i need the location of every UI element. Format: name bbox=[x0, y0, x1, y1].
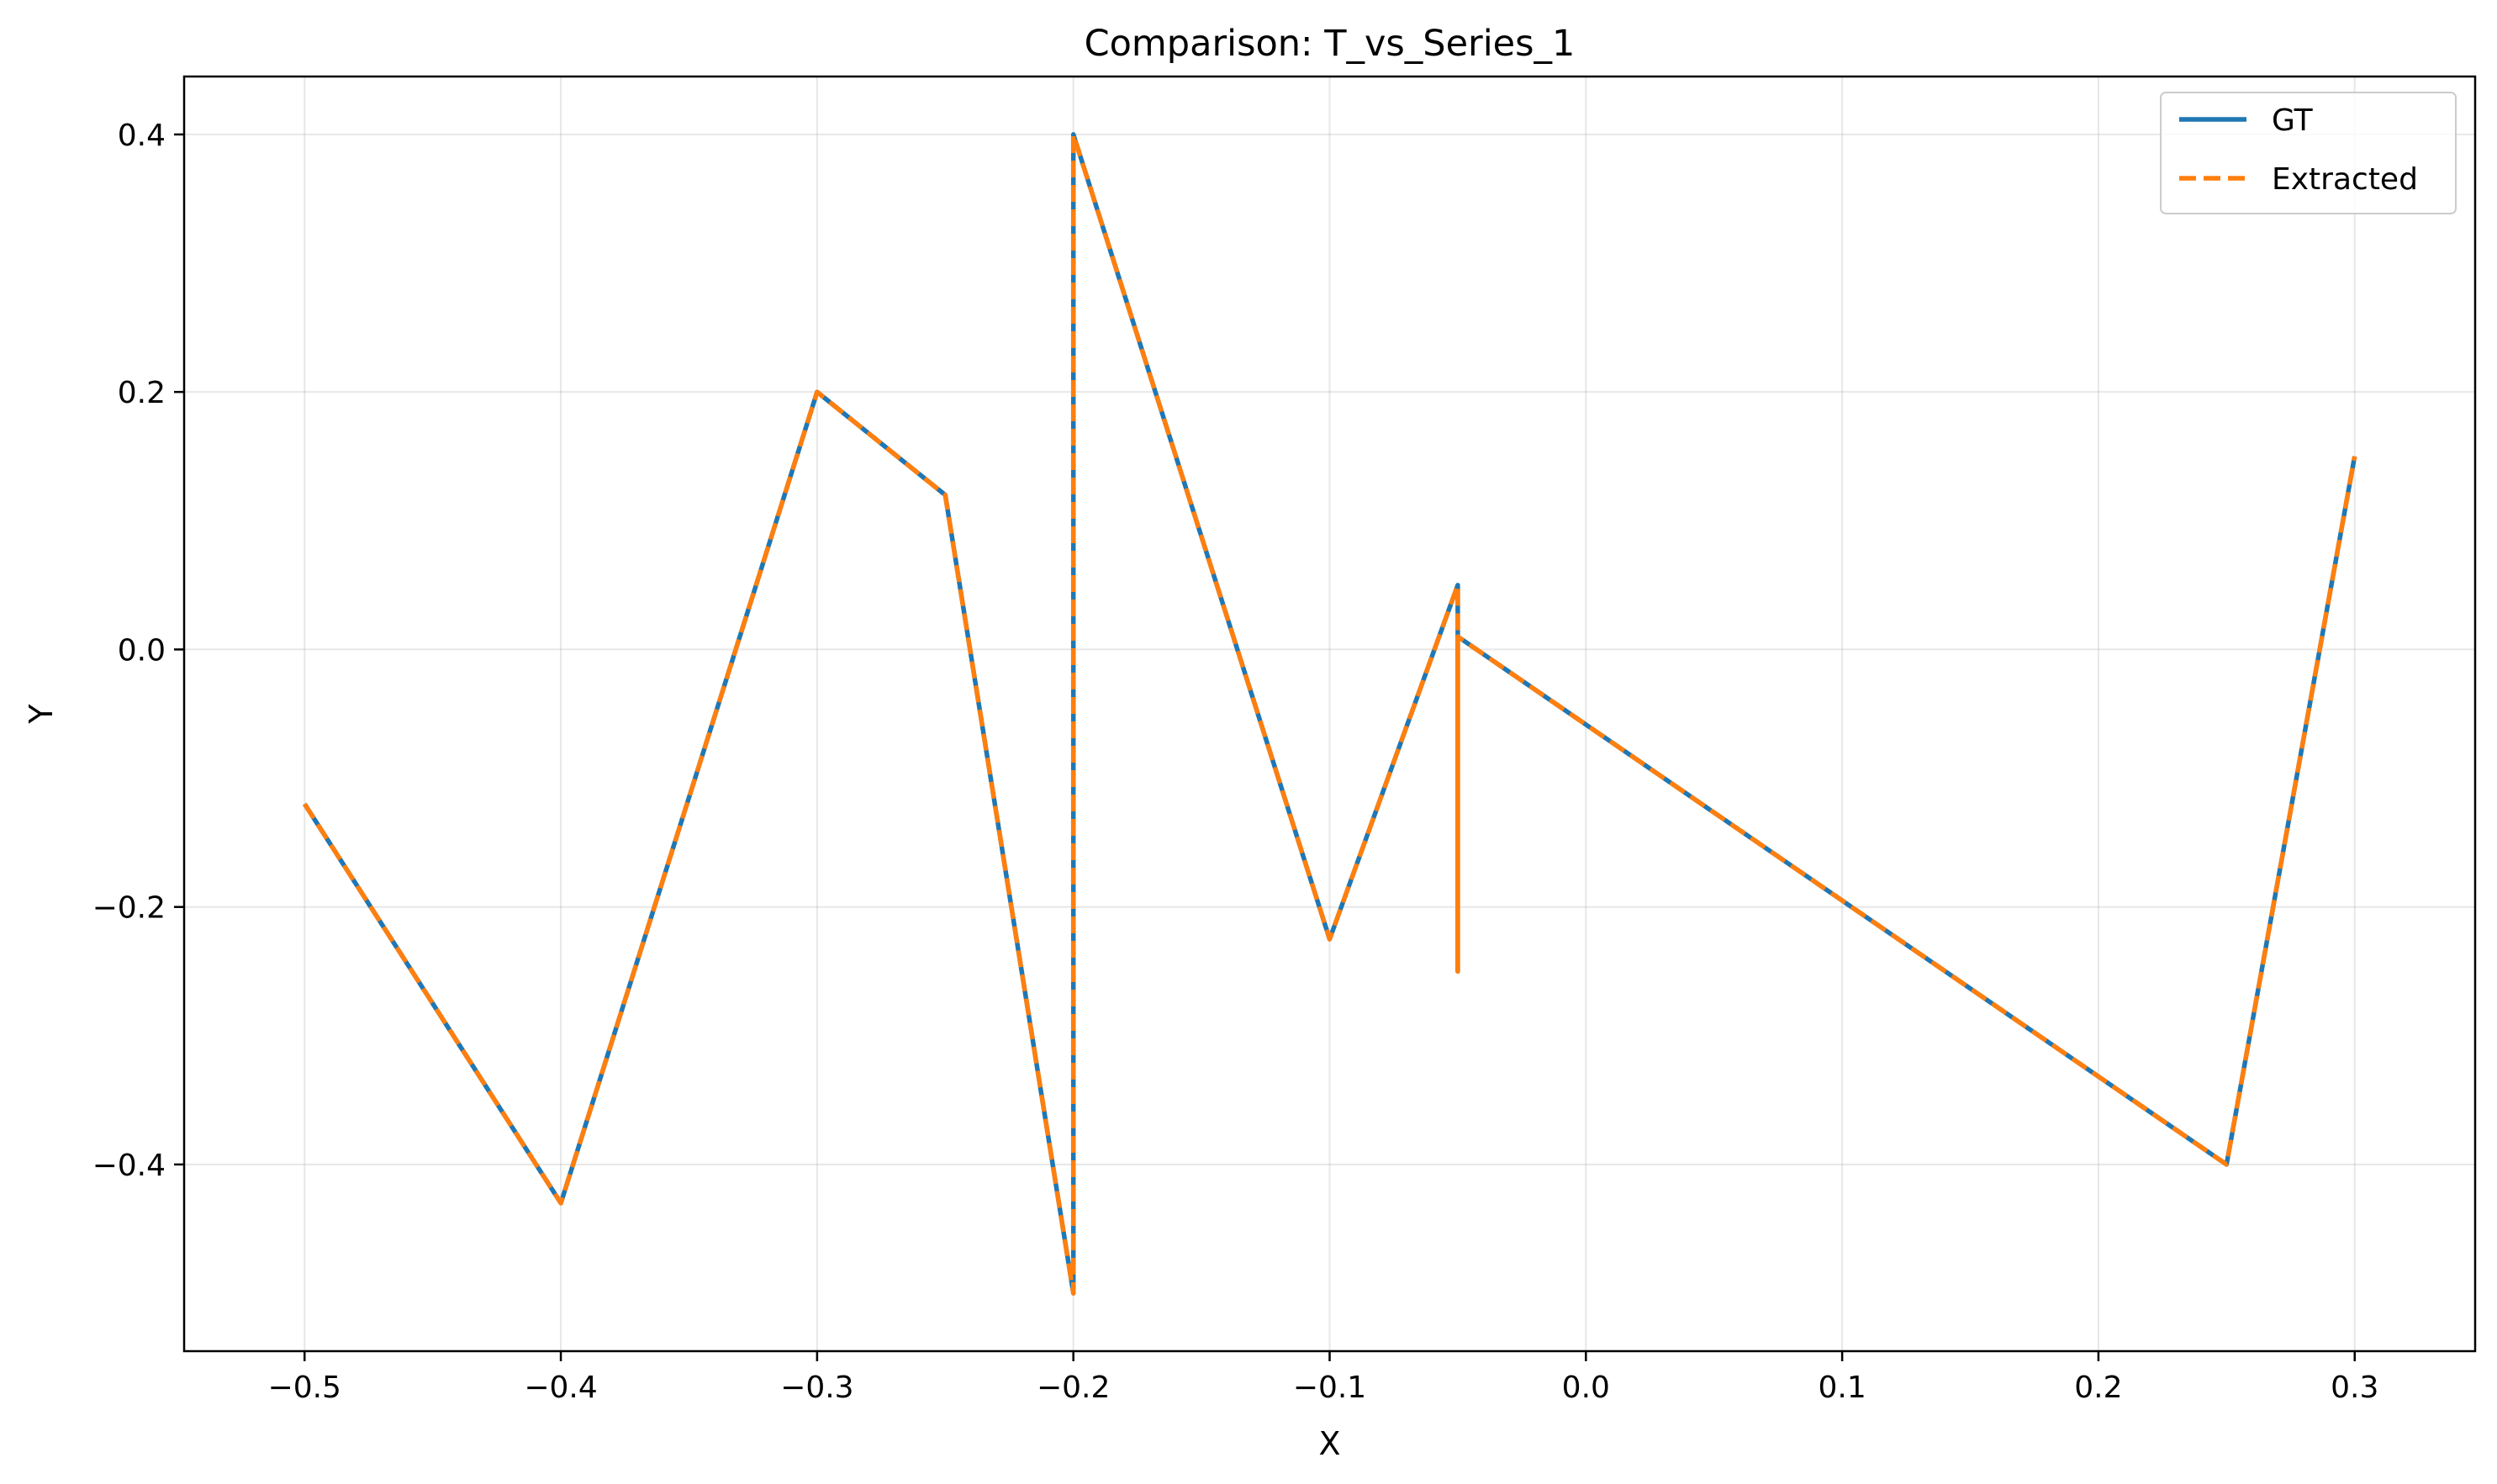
legend-label: GT bbox=[2272, 103, 2314, 138]
x-tick-label: −0.4 bbox=[524, 1370, 597, 1405]
x-tick-label: −0.1 bbox=[1293, 1370, 1366, 1405]
y-tick-label: 0.2 bbox=[118, 376, 166, 410]
x-tick-label: −0.3 bbox=[780, 1370, 853, 1405]
series-layer bbox=[302, 132, 2357, 1296]
y-axis-label: Y bbox=[23, 704, 60, 725]
x-tick-label: −0.5 bbox=[268, 1370, 341, 1405]
x-tick-label: 0.0 bbox=[1562, 1370, 1610, 1405]
y-tick-label: 0.4 bbox=[118, 119, 166, 153]
legend: GT Extracted bbox=[2160, 92, 2457, 214]
y-tick-label: −0.4 bbox=[92, 1149, 166, 1183]
x-tick-label: 0.3 bbox=[2331, 1370, 2378, 1405]
chart-title: Comparison: T_vs_Series_1 bbox=[1085, 23, 1576, 65]
x-axis: −0.5 −0.4 −0.3 −0.2 −0.1 0.0 0.1 0.2 0.3 bbox=[268, 1351, 2378, 1405]
x-tick-label: 0.2 bbox=[2074, 1370, 2122, 1405]
series-line-extracted bbox=[302, 132, 2357, 1296]
y-axis: −0.4 −0.2 0.0 0.2 0.4 bbox=[92, 119, 184, 1183]
x-tick-label: 0.1 bbox=[1818, 1370, 1866, 1405]
legend-frame bbox=[2160, 92, 2457, 214]
y-tick-label: 0.0 bbox=[118, 633, 166, 668]
y-tick-label: −0.2 bbox=[92, 891, 166, 926]
x-axis-label: X bbox=[1318, 1425, 1340, 1462]
legend-label: Extracted bbox=[2272, 162, 2418, 197]
x-tick-label: −0.2 bbox=[1037, 1370, 1110, 1405]
grid bbox=[184, 77, 2475, 1351]
